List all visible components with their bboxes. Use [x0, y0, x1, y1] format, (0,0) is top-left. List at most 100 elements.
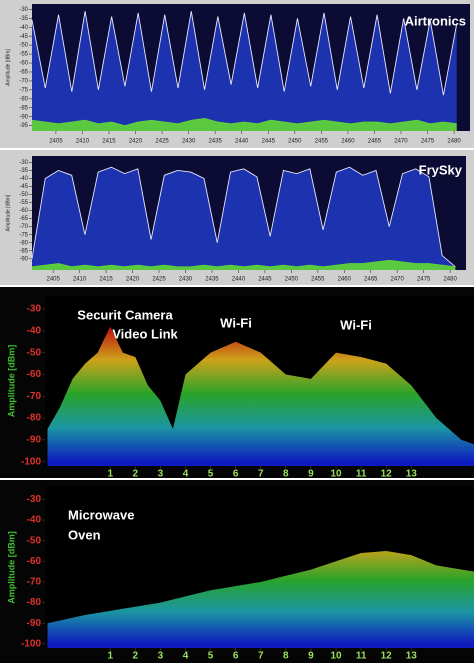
x-tick-label: 12 — [381, 651, 393, 662]
x-tick-label: 2470 — [391, 277, 405, 283]
y-axis-label: Amplitude [dBm] — [6, 531, 16, 604]
x-tick-label: 10 — [330, 651, 342, 662]
x-tick-label: 3 — [158, 651, 164, 662]
x-tick-label: 2405 — [49, 139, 63, 145]
annotation: Wi-Fi — [340, 317, 372, 332]
x-tick-label: 2445 — [262, 139, 276, 145]
x-tick-label: 2430 — [179, 277, 193, 283]
y-tick-label: -55 — [19, 200, 28, 206]
line — [31, 259, 456, 268]
x-tick-label: 2475 — [417, 277, 431, 283]
y-tick-label: -80 — [19, 96, 28, 102]
x-tick-label: 6 — [233, 469, 239, 480]
y-tick-label: -70 — [27, 577, 42, 588]
x-tick-label: 13 — [406, 469, 418, 480]
x-tick-label: 2445 — [258, 277, 272, 283]
y-tick-label: -70 — [27, 391, 42, 402]
y-tick-label: -50 — [27, 347, 42, 358]
y-tick-label: -50 — [19, 192, 28, 198]
y-axis-label: Amplitude [dBm] — [5, 49, 11, 86]
y-tick-label: -60 — [19, 61, 28, 67]
y-tick-label: -100 — [21, 639, 41, 650]
x-tick-label: 1 — [107, 469, 113, 480]
y-tick-label: -60 — [19, 208, 28, 214]
y-tick-label: -90 — [27, 434, 42, 445]
line — [31, 11, 458, 96]
x-tick-label: 1 — [107, 651, 113, 662]
y-tick-label: -70 — [19, 78, 28, 84]
y-tick-label: -90 — [19, 114, 28, 120]
y-tick-label: -100 — [21, 456, 41, 467]
y-tick-label: -50 — [19, 43, 28, 49]
y-axis-label: Amplitude [dBm] — [6, 345, 16, 418]
x-tick-label: 3 — [158, 469, 164, 480]
y-tick-label: -65 — [19, 216, 28, 222]
x-tick-label: 8 — [283, 651, 289, 662]
x-tick-label: 5 — [208, 469, 214, 480]
annotation: Securit Camera — [77, 307, 173, 322]
x-tick-label: 2435 — [208, 139, 222, 145]
x-tick-label: 2450 — [288, 139, 302, 145]
y-tick-label: -50 — [27, 535, 42, 546]
y-tick-label: -35 — [19, 16, 28, 22]
area — [32, 260, 456, 270]
x-tick-label: 2415 — [99, 277, 113, 283]
x-tick-label: 4 — [183, 469, 189, 480]
x-tick-label: 2465 — [364, 277, 378, 283]
y-tick-label: -80 — [27, 597, 42, 608]
y-tick-label: -45 — [19, 34, 28, 40]
y-tick-label: -80 — [19, 240, 28, 246]
chart-title: Airtronics — [405, 13, 466, 28]
y-tick-label: -30 — [19, 7, 28, 13]
y-tick-label: -65 — [19, 70, 28, 76]
y-tick-label: -40 — [19, 25, 28, 31]
y-tick-label: -45 — [19, 184, 28, 190]
y-tick-label: -70 — [19, 224, 28, 230]
x-tick-label: 2 — [133, 469, 139, 480]
y-tick-label: -30 — [27, 494, 42, 505]
x-tick-label: 2480 — [443, 277, 457, 283]
annotation: Video Link — [112, 326, 178, 341]
y-tick-label: -60 — [27, 556, 42, 567]
x-tick-label: 2425 — [152, 277, 166, 283]
y-tick-label: -35 — [19, 168, 28, 174]
x-tick-label: 2410 — [73, 277, 87, 283]
x-tick-label: 2440 — [235, 139, 249, 145]
x-tick-label: 12 — [381, 469, 393, 480]
annotation: Microwave — [68, 507, 134, 522]
x-tick-label: 2430 — [182, 139, 196, 145]
x-tick-label: 2440 — [232, 277, 246, 283]
x-tick-label: 2480 — [447, 139, 461, 145]
x-tick-label: 4 — [183, 651, 189, 662]
x-tick-label: 11 — [356, 469, 367, 480]
annotation: Oven — [68, 527, 101, 542]
x-tick-label: 2455 — [311, 277, 325, 283]
annotation: Wi-Fi — [220, 315, 252, 330]
y-tick-label: -80 — [27, 413, 42, 424]
x-tick-label: 6 — [233, 651, 239, 662]
x-tick-label: 9 — [308, 469, 314, 480]
y-tick-label: -40 — [27, 515, 42, 526]
density-area — [47, 550, 474, 648]
x-tick-label: 7 — [258, 651, 264, 662]
y-tick-label: -30 — [19, 160, 28, 166]
y-tick-label: -75 — [19, 87, 28, 93]
y-tick-label: -55 — [19, 52, 28, 58]
x-tick-label: 5 — [208, 651, 214, 662]
y-tick-label: -40 — [19, 176, 28, 182]
x-tick-label: 11 — [356, 651, 367, 662]
y-tick-label: -90 — [19, 256, 28, 262]
x-tick-label: 10 — [330, 469, 342, 480]
x-tick-label: 2465 — [368, 139, 382, 145]
y-tick-label: -40 — [27, 326, 42, 337]
y-tick-label: -85 — [19, 105, 28, 111]
x-tick-label: 2425 — [155, 139, 169, 145]
x-tick-label: 2 — [133, 651, 139, 662]
x-tick-label: 2470 — [394, 139, 408, 145]
x-tick-label: 2415 — [102, 139, 116, 145]
x-tick-label: 2405 — [46, 277, 60, 283]
line — [31, 118, 457, 127]
chart-title: FrySky — [419, 162, 463, 177]
